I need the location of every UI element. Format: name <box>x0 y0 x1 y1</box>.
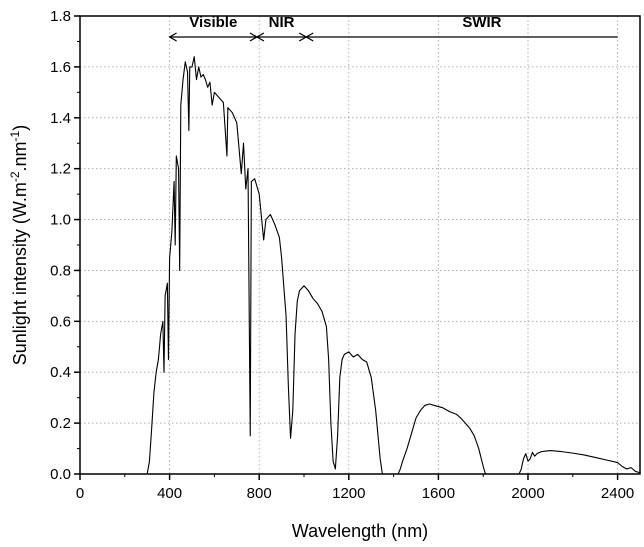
axis-ticks: 0 400 800 1200 1600 2000 2400 0.0 0.2 0.4 0.6 0.8 1.… <box>50 8 634 502</box>
x-tick-label: 800 <box>247 485 272 502</box>
y-axis-title-sup1: -2 <box>8 171 22 182</box>
y-axis-title-end: ) <box>10 125 30 131</box>
y-axis-title-mid: .nm <box>10 141 30 171</box>
x-tick-label: 1600 <box>422 485 455 502</box>
spectrum-line <box>142 56 641 475</box>
y-tick-label: 0.6 <box>50 313 71 330</box>
y-axis-title-base: Sunlight intensity (W.m <box>10 182 30 365</box>
arrow-head <box>305 32 314 42</box>
y-tick-label: 1.4 <box>50 110 71 127</box>
y-tick-label: 0.4 <box>50 364 71 381</box>
y-tick-label: 1.2 <box>50 161 71 178</box>
x-tick-label: 1200 <box>332 485 365 502</box>
y-tick-label: 1.8 <box>50 8 71 25</box>
y-tick-label: 0.0 <box>50 466 71 483</box>
y-tick-label: 1.6 <box>50 59 71 76</box>
y-axis-title: Sunlight intensity (W.m-2.nm-1) <box>8 125 30 365</box>
x-tick-label: 2400 <box>601 485 634 502</box>
region-annotations: Visible NIR SWIR <box>168 14 618 42</box>
region-label: Visible <box>189 14 237 31</box>
region-label: NIR <box>269 14 295 31</box>
x-tick-label: 400 <box>157 485 182 502</box>
x-tick-label: 2000 <box>511 485 544 502</box>
region-label: SWIR <box>462 14 501 31</box>
arrow-head <box>168 32 177 42</box>
y-tick-label: 0.8 <box>50 262 71 279</box>
x-axis-title: Wavelength (nm) <box>292 521 428 541</box>
x-tick-label: 0 <box>76 485 84 502</box>
y-tick-label: 1.0 <box>50 212 71 229</box>
spectrum-series <box>142 56 641 475</box>
y-axis-title-sup2: -1 <box>8 130 22 141</box>
arrow-head <box>255 32 265 42</box>
y-tick-label: 0.2 <box>50 415 71 432</box>
